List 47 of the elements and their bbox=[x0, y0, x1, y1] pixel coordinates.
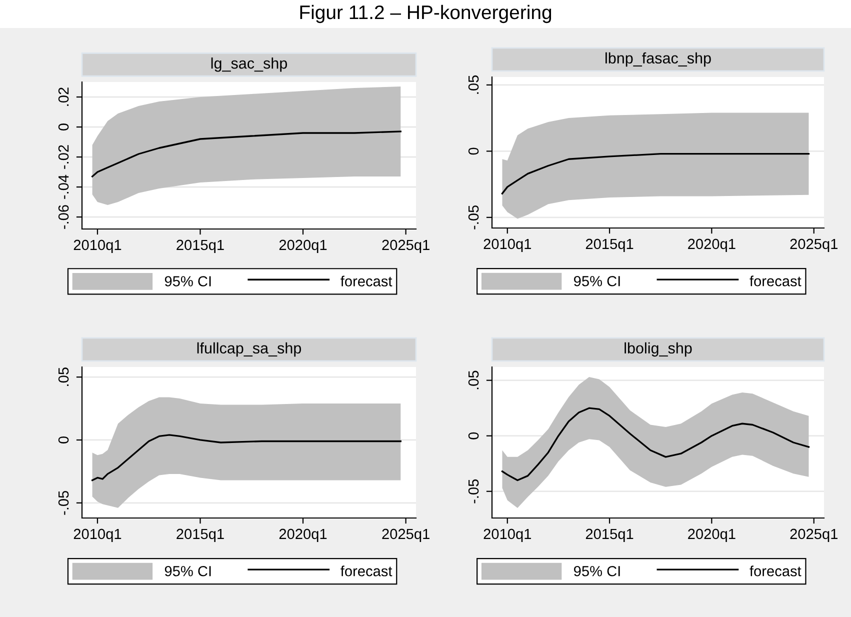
x-tick-label: 2015q1 bbox=[586, 238, 634, 252]
x-tick-label: 2025q1 bbox=[790, 238, 838, 252]
x-tick-label: 2010q1 bbox=[484, 238, 532, 252]
x-tick-label: 2025q1 bbox=[790, 528, 838, 542]
y-tick-label: 0 bbox=[468, 148, 479, 155]
x-tick-label: 2015q1 bbox=[176, 528, 224, 542]
line-series bbox=[501, 152, 810, 194]
x-tick-label: 2020q1 bbox=[688, 528, 736, 542]
y-tick-label: .05 bbox=[468, 75, 479, 94]
text: 95% CI bbox=[574, 276, 620, 286]
y-tick-label: -.05 bbox=[468, 479, 479, 504]
text: 95% CI bbox=[164, 566, 211, 576]
text: forecast bbox=[750, 566, 802, 576]
y-tick-label: .05 bbox=[58, 368, 69, 386]
text: 95% CI bbox=[574, 566, 620, 576]
x-tick-label: 2025q1 bbox=[382, 240, 430, 254]
y-tick-label: .05 bbox=[468, 370, 479, 390]
x-tick-label: 2010q1 bbox=[74, 528, 122, 542]
x-tick-label: 2025q1 bbox=[382, 528, 430, 542]
y-tick-label: 0 bbox=[58, 436, 69, 444]
x-tick-label: 2020q1 bbox=[279, 240, 327, 254]
text: forecast bbox=[340, 566, 392, 576]
line-series bbox=[91, 434, 402, 482]
y-tick-label: -.06 bbox=[58, 205, 69, 229]
text: 95% CI bbox=[164, 276, 211, 286]
text: forecast bbox=[750, 276, 802, 286]
x-tick-label: 2010q1 bbox=[484, 528, 532, 542]
x-tick-label: 2015q1 bbox=[176, 240, 224, 254]
chart-title: lg_sac_shp bbox=[211, 58, 288, 72]
x-tick-label: 2020q1 bbox=[688, 238, 736, 252]
x-tick-label: 2010q1 bbox=[74, 240, 122, 254]
y-tick-label: -.05 bbox=[468, 205, 479, 230]
x-tick-label: 2020q1 bbox=[279, 528, 327, 542]
chart-title: lbolig_shp bbox=[624, 342, 692, 357]
y-tick-label: 0 bbox=[468, 432, 479, 440]
chart-title: lfullcap_sa_shp bbox=[197, 342, 302, 357]
x-tick-label: 2015q1 bbox=[586, 528, 634, 542]
y-tick-label: .02 bbox=[58, 88, 69, 106]
y-tick-label: -.04 bbox=[58, 174, 69, 199]
y-tick-label: 0 bbox=[58, 124, 69, 130]
line-series bbox=[501, 407, 810, 482]
y-tick-label: -.05 bbox=[58, 490, 69, 515]
text: Figur 11.2 – HP-konvergering bbox=[300, 4, 552, 24]
y-tick-label: -.02 bbox=[58, 145, 69, 169]
chart-title: lbnp_fasac_shp bbox=[606, 52, 711, 67]
line-series bbox=[91, 130, 402, 178]
text: forecast bbox=[340, 276, 392, 286]
